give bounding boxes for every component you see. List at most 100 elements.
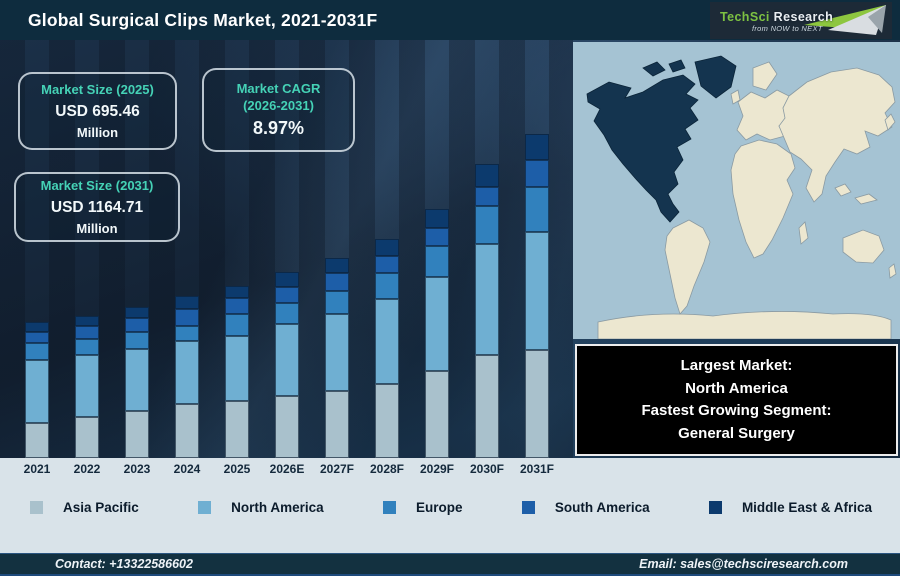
bar-2023 — [125, 307, 149, 458]
x-axis-label-2022: 2022 — [73, 462, 101, 476]
callout-line: North America — [685, 379, 788, 397]
stat-title-line1: Market CAGR — [236, 81, 321, 97]
hero-section: Market Size (2025) USD 695.46 Million Ma… — [0, 40, 900, 458]
x-axis-label-2024: 2024 — [173, 462, 201, 476]
bar-segment-2022 — [75, 326, 99, 339]
legend-item: Asia Pacific — [30, 500, 139, 515]
bar-segment-2023 — [125, 411, 149, 458]
bar-segment-2027F — [325, 291, 349, 314]
bar-segment-2022 — [75, 355, 99, 417]
bar-segment-2025 — [225, 336, 249, 401]
map-north-america-highlight — [586, 74, 699, 223]
world-map-svg — [573, 42, 900, 339]
bar-segment-2023 — [125, 332, 149, 349]
bar-segment-2021 — [25, 343, 49, 360]
bar-segment-2030F — [475, 187, 499, 206]
map-antarctica — [597, 311, 892, 339]
stat-card-market-size-2025: Market Size (2025) USD 695.46 Million — [18, 72, 177, 150]
x-axis-label-2025: 2025 — [223, 462, 251, 476]
x-axis-label-2028F: 2028F — [369, 462, 405, 476]
bar-2024 — [175, 296, 199, 458]
bar-segment-2029F — [425, 371, 449, 458]
stacked-bar-chart — [0, 40, 573, 458]
bar-segment-2029F — [425, 228, 449, 246]
bar-2027F — [325, 258, 349, 458]
x-axis-label-2031F: 2031F — [519, 462, 555, 476]
stat-unit: Million — [76, 220, 118, 236]
map-asia — [778, 67, 896, 203]
bar-segment-2021 — [25, 423, 49, 458]
bar-segment-2024 — [175, 309, 199, 326]
bar-segment-2026E — [275, 287, 299, 303]
bar-segment-2031F — [525, 350, 549, 458]
stat-title-line2: (2026-2031) — [243, 97, 314, 113]
bar-segment-2031F — [525, 187, 549, 232]
bar-segment-2028F — [375, 299, 399, 384]
bar-2022 — [75, 316, 99, 458]
legend-swatch-icon — [382, 501, 396, 514]
bar-segment-2028F — [375, 256, 399, 273]
bar-segment-2030F — [475, 206, 499, 244]
legend-label: Asia Pacific — [63, 500, 139, 515]
bar-segment-2027F — [325, 258, 349, 273]
bar-2028F — [375, 239, 399, 458]
legend-label: Middle East & Africa — [741, 500, 872, 515]
x-axis-label-2029F: 2029F — [419, 462, 455, 476]
bar-2030F — [475, 164, 499, 458]
techsci-logo: TechSci Research from NOW to NEXT — [710, 2, 892, 39]
page-title: Global Surgical Clips Market, 2021-2031F — [28, 10, 378, 30]
x-axis-label-2021: 2021 — [23, 462, 51, 476]
bar-segment-2024 — [175, 341, 199, 404]
bar-segment-2027F — [325, 391, 349, 458]
bar-segment-2030F — [475, 355, 499, 458]
map-arctic-island — [642, 61, 666, 77]
x-axis-label-2030F: 2030F — [469, 462, 505, 476]
map-greenland-highlight — [694, 55, 737, 99]
bar-2026E — [275, 272, 299, 458]
bar-segment-2031F — [525, 232, 549, 350]
bar-2029F — [425, 209, 449, 458]
bar-segment-2031F — [525, 134, 549, 160]
bar-2031F — [525, 134, 549, 458]
legend-label: North America — [231, 500, 324, 515]
footer-bar: Contact: +13322586602 Email: sales@techs… — [0, 553, 900, 576]
bar-segment-2023 — [125, 307, 149, 318]
bar-segment-2022 — [75, 316, 99, 326]
legend-item: Middle East & Africa — [708, 500, 872, 515]
map-arctic-island-2 — [668, 59, 686, 73]
bar-segment-2030F — [475, 164, 499, 187]
logo-wordmark: TechSci Research — [720, 8, 833, 26]
legend-label: South America — [554, 500, 650, 515]
bar-segment-2028F — [375, 273, 399, 299]
stat-value: USD 1164.71 — [50, 198, 144, 216]
map-indonesia — [834, 183, 852, 197]
bar-segment-2030F — [475, 244, 499, 355]
bar-2021 — [25, 322, 49, 458]
stat-card-market-size-2031: Market Size (2031) USD 1164.71 Million — [14, 172, 180, 242]
bar-segment-2031F — [525, 160, 549, 187]
logo-text-techsci: TechSci — [720, 10, 770, 24]
stat-unit: Million — [76, 124, 119, 140]
bar-segment-2021 — [25, 332, 49, 343]
legend-label: Europe — [415, 500, 463, 515]
stat-title: Market Size (2031) — [40, 178, 154, 194]
map-south-america — [664, 219, 711, 315]
legend-swatch-icon — [198, 501, 212, 514]
bar-segment-2026E — [275, 324, 299, 396]
x-axis-label-2023: 2023 — [123, 462, 151, 476]
logo-arrow-icon — [804, 5, 886, 35]
bar-segment-2029F — [425, 246, 449, 277]
logo-text-research: Research — [769, 10, 834, 24]
bar-segment-2029F — [425, 277, 449, 371]
bar-segment-2022 — [75, 339, 99, 355]
map-africa — [730, 139, 796, 259]
bar-segment-2024 — [175, 404, 199, 458]
map-new-zealand — [888, 263, 897, 279]
bottom-strip: 2021 2022 2023 2024 2025 2026E 2027F 2028F 2029F… — [0, 458, 900, 553]
bar-segment-2023 — [125, 349, 149, 411]
map-australia — [842, 229, 885, 264]
bar-segment-2026E — [275, 396, 299, 458]
stat-title: Market Size (2025) — [41, 82, 154, 98]
bar-segment-2027F — [325, 314, 349, 391]
chart-legend: Asia Pacific North America Europe South Ame… — [30, 500, 872, 515]
